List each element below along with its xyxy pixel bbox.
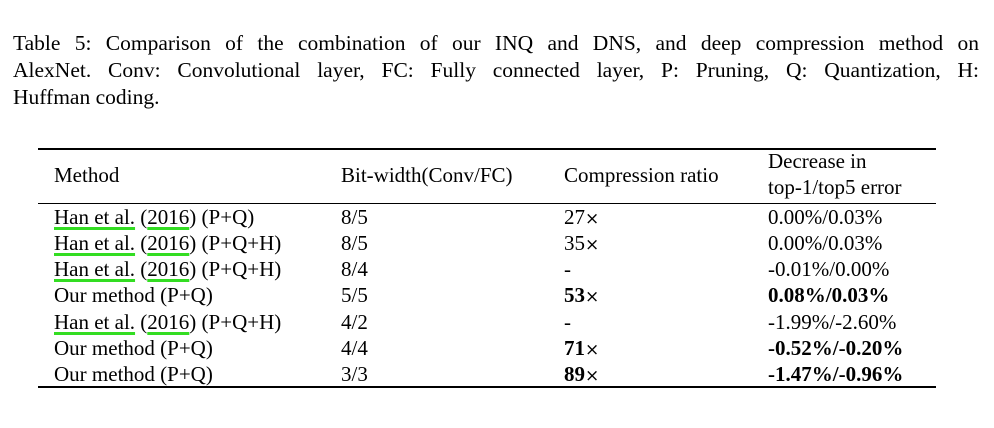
bitwidth-cell: 8/4 <box>341 257 368 282</box>
caption-line: Table 5: Comparison of the combination o… <box>13 31 979 55</box>
method-cell: Han et al. (2016) (P+Q+H) <box>54 309 282 334</box>
compression-ratio-value: - <box>564 257 571 282</box>
citation-author-link[interactable]: Han et al. <box>54 230 136 255</box>
header-bitwidth: Bit-width(Conv/FC) <box>341 163 513 187</box>
table-row: Han et al. (2016) (P+Q+H) 8/4 - -0.01%/0.00… <box>0 256 994 282</box>
compression-ratio-cell: 35× <box>564 230 599 258</box>
citation-year-link[interactable]: 2016 <box>147 204 190 229</box>
error-decrease-cell: -0.01%/0.00% <box>768 257 890 282</box>
method-suffix: (P+Q+H) <box>196 230 282 255</box>
table-row: Our method (P+Q) 5/5 53× 0.08%/0.03% <box>0 282 994 308</box>
citation-year-link[interactable]: 2016 <box>147 309 190 334</box>
header-method: Method <box>54 163 120 187</box>
method-cell: Our method (P+Q) <box>54 282 213 308</box>
method-label: Our method (P+Q) <box>54 283 213 308</box>
error-decrease-cell: 0.08%/0.03% <box>768 283 890 308</box>
method-cell: Han et al. (2016) (P+Q) <box>54 204 255 229</box>
bitwidth-cell: 4/4 <box>341 336 368 360</box>
method-cell: Han et al. (2016) (P+Q+H) <box>54 257 282 282</box>
table-row: Han et al. (2016) (P+Q+H) 8/5 35× 0.00%/0.0… <box>0 230 994 256</box>
compression-ratio-cell: - <box>564 256 571 282</box>
header-error-line1: Decrease in <box>768 149 867 173</box>
compression-ratio-value: 35 <box>564 230 585 255</box>
compression-ratio-cell: 27× <box>564 204 599 232</box>
compression-ratio-value: 27 <box>564 204 585 229</box>
error-decrease-cell: 0.00%/0.03% <box>768 204 883 229</box>
citation-author-link[interactable]: Han et al. <box>54 257 136 282</box>
error-decrease-cell: -0.52%/-0.20% <box>768 336 904 360</box>
compression-ratio-value: 53 <box>564 283 585 308</box>
compression-ratio-cell: 89× <box>564 361 599 389</box>
table-top-rule <box>38 148 936 150</box>
table-caption: Table 5: Comparison of the combination o… <box>13 30 979 111</box>
table-header-rule <box>38 203 936 204</box>
bitwidth-cell: 5/5 <box>341 283 368 308</box>
method-cell: Han et al. (2016) (P+Q+H) <box>54 230 282 255</box>
citation-author-link[interactable]: Han et al. <box>54 309 136 334</box>
error-decrease-cell: -1.47%/-0.96% <box>768 362 904 387</box>
method-cell: Our method (P+Q) <box>54 361 213 387</box>
bitwidth-cell: 3/3 <box>341 362 368 387</box>
table-row: Han et al. (2016) (P+Q) 8/5 27× 0.00%/0.03% <box>0 204 994 230</box>
citation-year-link[interactable]: 2016 <box>147 257 190 282</box>
compression-ratio-cell: 53× <box>564 282 599 310</box>
bitwidth-cell: 8/5 <box>341 230 368 255</box>
times-symbol: × <box>585 208 600 229</box>
method-label: Our method (P+Q) <box>54 362 213 387</box>
times-symbol: × <box>585 340 600 360</box>
compression-ratio-cell: 71× <box>564 335 599 363</box>
method-cell: Our method (P+Q) <box>54 335 213 361</box>
table-row: Our method (P+Q) 3/3 89× -1.47%/-0.96% <box>0 361 994 387</box>
times-symbol: × <box>585 287 600 308</box>
compression-ratio-value: 71 <box>564 336 585 360</box>
table-row: Han et al. (2016) (P+Q+H) 4/2 - -1.99%/-2.6… <box>0 309 994 335</box>
bitwidth-cell: 4/2 <box>341 309 368 334</box>
table-row: Our method (P+Q) 4/4 71× -0.52%/-0.20% <box>0 335 994 361</box>
citation-author-link[interactable]: Han et al. <box>54 204 136 229</box>
bitwidth-cell: 8/5 <box>341 204 368 229</box>
caption-line: Huffman coding. <box>13 85 160 109</box>
compression-ratio-value: 89 <box>564 362 585 387</box>
compression-ratio-cell: - <box>564 309 571 335</box>
caption-line: AlexNet. Conv: Convolutional layer, FC: … <box>13 58 979 82</box>
table-bottom-rule <box>38 386 936 388</box>
method-suffix: (P+Q) <box>196 204 255 229</box>
error-decrease-cell: -1.99%/-2.60% <box>768 309 897 334</box>
times-symbol: × <box>585 366 600 387</box>
times-symbol: × <box>585 234 600 255</box>
citation-year-link[interactable]: 2016 <box>147 230 190 255</box>
method-label: Our method (P+Q) <box>54 336 213 360</box>
compression-ratio-value: - <box>564 309 571 334</box>
method-suffix: (P+Q+H) <box>196 309 282 334</box>
header-compression-ratio: Compression ratio <box>564 163 719 187</box>
header-error-line2: top-1/top5 error <box>768 175 902 199</box>
error-decrease-cell: 0.00%/0.03% <box>768 230 883 255</box>
method-suffix: (P+Q+H) <box>196 257 282 282</box>
